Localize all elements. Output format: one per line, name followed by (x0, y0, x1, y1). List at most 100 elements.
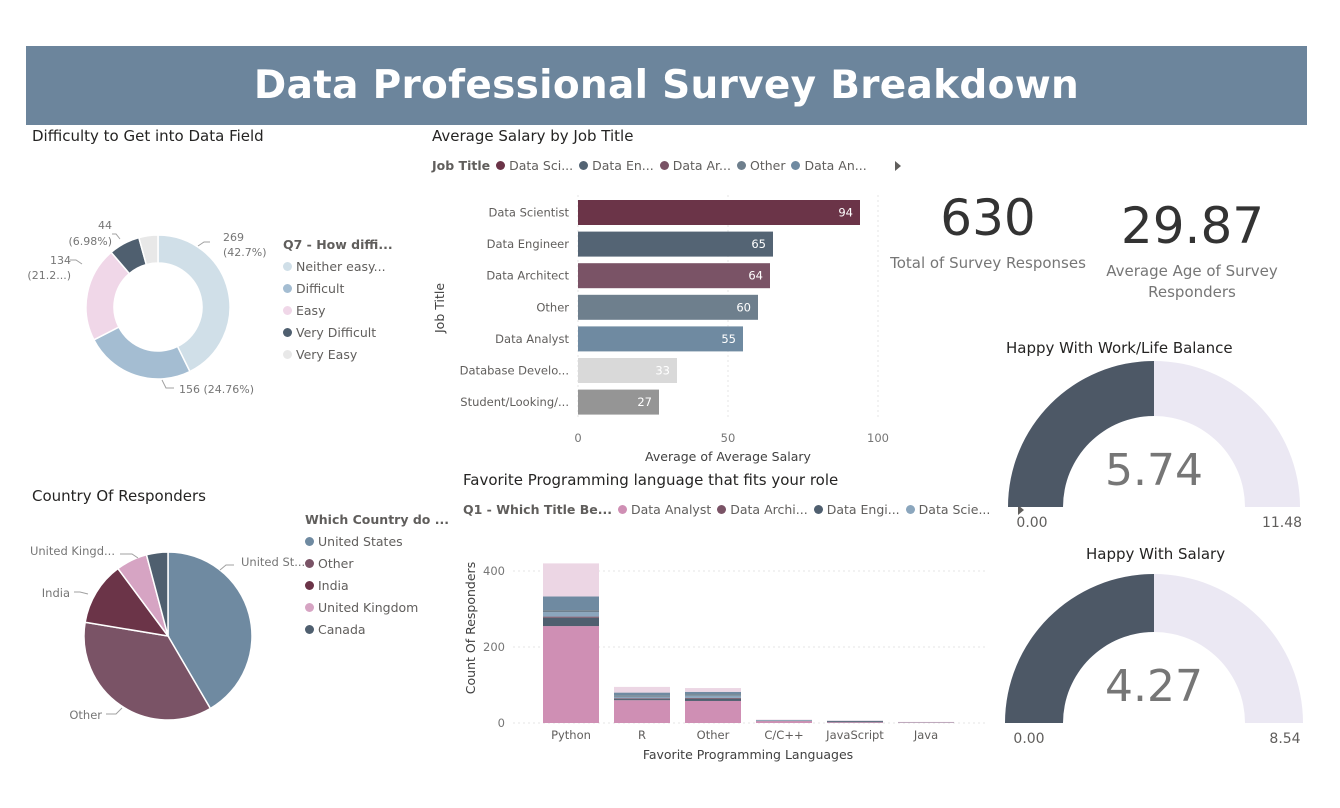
total-responses-label: Total of Survey Responses (890, 254, 1086, 272)
wlb-gauge-max: 11.48 (1262, 515, 1302, 531)
salary-bar-other[interactable] (578, 294, 758, 320)
language-bar-r-data-engineer[interactable] (614, 699, 670, 701)
difficulty-leader-line (161, 379, 174, 389)
difficulty-legend-item-difficult[interactable]: Difficult (283, 281, 393, 296)
country-legend-item-canada[interactable]: Canada (305, 622, 449, 637)
salary-bar-student-looking[interactable] (578, 389, 659, 415)
language-stacked-bar-chart[interactable]: 0 200 400 Python R Other C/C++ JavaScript Java Fa… (455, 545, 995, 765)
country-slice-canada[interactable] (145, 551, 169, 637)
difficulty-slice-difficult[interactable] (92, 326, 191, 380)
legend-dot-icon (283, 262, 292, 271)
language-bar-python-data-engineer[interactable] (543, 617, 599, 627)
salary-bar-chart[interactable]: 0 50 100 Data Scientist 94 Data Engineer 65 Dat… (425, 190, 905, 470)
salary-bar-data-analyst[interactable] (578, 326, 743, 352)
country-legend-title: Which Country do ... (305, 512, 449, 527)
language-bar-python-data-scientist[interactable] (543, 612, 599, 617)
difficulty-legend-item-easy[interactable]: Easy (283, 303, 393, 318)
salary-category-label: Student/Looking/... (460, 395, 569, 409)
legend-next-arrow-icon[interactable] (894, 160, 901, 171)
language-bar-python-data-architect[interactable] (543, 616, 599, 618)
difficulty-chart-title: Difficulty to Get into Data Field (32, 127, 264, 145)
country-legend-item-united-states[interactable]: United States (305, 534, 449, 549)
salary-bar-database-develo[interactable] (578, 358, 677, 383)
language-bar-python-other[interactable] (543, 610, 599, 613)
salary-gauge-max: 8.54 (1269, 731, 1300, 747)
salary-gauge-min: 0.00 (1013, 731, 1044, 747)
country-slice-united-states[interactable] (167, 551, 253, 710)
country-legend-item-india[interactable]: India (305, 578, 449, 593)
language-bar-c-c-data-analyst[interactable] (756, 721, 812, 723)
language-legend-item-data-archi[interactable]: Data Archi... (717, 502, 808, 517)
language-category-label: Python (551, 728, 591, 742)
language-bar-r-other[interactable] (614, 695, 670, 697)
wlb-gauge[interactable]: 5.74 0.00 11.48 (1000, 355, 1310, 535)
legend-dot-icon (659, 161, 669, 170)
language-bar-other-data-scientist-top[interactable] (685, 691, 741, 695)
country-slice-other[interactable] (83, 621, 212, 721)
language-bar-javascript-data-engineer[interactable] (827, 721, 883, 723)
legend-label: Data Engi... (826, 502, 900, 517)
language-bar-other-data-architect[interactable] (685, 697, 741, 699)
language-bar-r-data-scientist-top[interactable] (614, 692, 670, 696)
language-legend-item-data-engi[interactable]: Data Engi... (813, 502, 900, 517)
language-bar-r-data-scientist[interactable] (614, 696, 670, 699)
legend-dot-icon (905, 505, 915, 514)
difficulty-legend-item-very-easy[interactable]: Very Easy (283, 347, 393, 362)
language-bar-other-data-scientist[interactable] (685, 695, 741, 698)
average-age-label-line2: Responders (1148, 283, 1236, 301)
difficulty-slice-neither-easy[interactable] (157, 234, 231, 373)
wlb-gauge-min: 0.00 (1016, 515, 1047, 531)
difficulty-donut-chart[interactable]: 269 (42.7%) 156 (24.76%) 134 (21.2...) 44 (6.9… (20, 205, 290, 405)
country-data-label-uk: United Kingd... (30, 544, 115, 558)
language-bar-r-data-analyst[interactable] (614, 700, 670, 723)
salary-category-label: Database Develo... (460, 364, 569, 378)
language-legend-item-data-analyst[interactable]: Data Analyst (618, 502, 711, 517)
language-bar-python-data-scientist-top[interactable] (543, 596, 599, 611)
salary-bar-data-engineer[interactable] (578, 231, 773, 257)
country-legend-item-other[interactable]: Other (305, 556, 449, 571)
difficulty-slice-very-easy[interactable] (137, 234, 159, 266)
language-bar-r-student[interactable] (614, 686, 670, 693)
country-legend-item-united-kingdom[interactable]: United Kingdom (305, 600, 449, 615)
legend-dot-icon (736, 161, 746, 170)
language-legend-item-data-scie[interactable]: Data Scie... (905, 502, 990, 517)
difficulty-data-label-neither-pct: (42.7%) (223, 246, 267, 259)
salary-value-label: 27 (637, 395, 652, 409)
legend-label: Data Ar... (672, 158, 731, 173)
language-bar-other-data-analyst[interactable] (685, 700, 741, 723)
language-bar-python-student[interactable] (543, 563, 599, 597)
total-responses-value: 630 (940, 189, 1036, 247)
salary-value-label: 94 (838, 206, 853, 220)
language-bar-other-other[interactable] (685, 694, 741, 696)
country-leader-line (120, 553, 139, 559)
language-y-axis-title: Count Of Responders (463, 562, 478, 694)
difficulty-legend-item-neither-easy[interactable]: Neither easy... (283, 259, 393, 274)
difficulty-legend-item-very-difficult[interactable]: Very Difficult (283, 325, 393, 340)
salary-legend-item-data-sci[interactable]: Data Sci... (496, 158, 573, 173)
salary-legend-item-data-en[interactable]: Data En... (579, 158, 654, 173)
difficulty-leader-line (70, 259, 83, 265)
difficulty-data-label-difficult: 156 (24.76%) (179, 383, 254, 396)
legend-dot-icon (305, 537, 314, 546)
language-bar-python-data-analyst[interactable] (543, 626, 599, 723)
difficulty-leader-line (112, 233, 121, 240)
salary-bar-data-scientist[interactable] (578, 200, 860, 225)
language-bar-other-student[interactable] (685, 688, 741, 692)
language-bar-r-data-architect[interactable] (614, 698, 670, 700)
country-slice-india[interactable] (84, 567, 170, 638)
salary-legend-item-data-an[interactable]: Data An... (791, 158, 867, 173)
salary-y-axis-title: Job Title (432, 283, 447, 334)
legend-dot-icon (283, 306, 292, 315)
legend-dot-icon (791, 161, 801, 170)
legend-next-arrow-icon[interactable] (1018, 504, 1025, 515)
language-bar-other-data-engineer[interactable] (685, 698, 741, 701)
salary-gauge-fill (1005, 574, 1154, 723)
salary-gauge[interactable]: 4.27 0.00 8.54 (998, 568, 1310, 753)
salary-legend-item-data-ar[interactable]: Data Ar... (659, 158, 731, 173)
country-pie-chart[interactable]: United St... United Kingd... India Other (20, 530, 310, 730)
salary-legend-item-other[interactable]: Other (736, 158, 785, 173)
salary-value-label: 55 (721, 332, 736, 346)
difficulty-leader-line (197, 241, 210, 247)
salary-bar-data-architect[interactable] (578, 263, 770, 289)
language-bar-javascript-data-analyst[interactable] (827, 722, 883, 723)
